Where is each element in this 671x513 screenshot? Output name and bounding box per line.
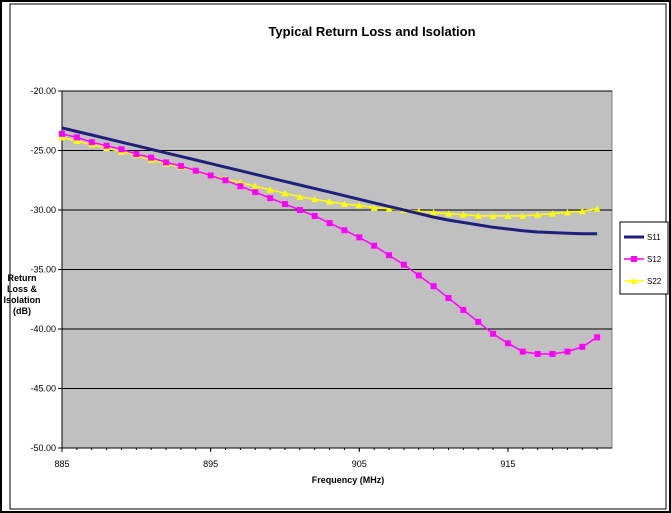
data-point-s12 <box>207 172 214 179</box>
y-tick-label: -35.00 <box>30 265 56 275</box>
data-point-s12 <box>281 201 288 208</box>
data-point-s12 <box>579 343 586 350</box>
legend-entry-s22: S22 <box>624 277 662 286</box>
gridlines <box>62 90 612 389</box>
legend-label: S22 <box>647 277 662 286</box>
data-point-s12 <box>252 189 259 196</box>
y-axis-ticks: -20.00 -25.00 -30.00 -35.00 -40.00 -45.00 -50.… <box>30 86 63 453</box>
data-point-s12 <box>311 212 318 219</box>
series-s11 <box>61 126 598 236</box>
data-point-s22 <box>444 210 452 217</box>
data-point-s12 <box>564 348 571 355</box>
data-point-s22 <box>326 198 334 205</box>
y-tick-label: -40.00 <box>30 324 56 334</box>
data-point-s12 <box>222 177 229 184</box>
series-s12 <box>59 130 601 357</box>
series-layer <box>58 126 601 357</box>
y-axis-title-line-4: (dB) <box>13 306 31 316</box>
series-line-s11 <box>61 126 598 236</box>
legend: S11 S12 S22 <box>619 221 669 295</box>
data-point-s22 <box>549 210 557 217</box>
data-point-s22 <box>296 193 304 200</box>
y-tick-label: -30.00 <box>30 205 56 215</box>
legend-marker <box>631 256 637 262</box>
data-point-s22 <box>355 201 363 209</box>
data-point-s22 <box>578 207 586 215</box>
legend-label: S11 <box>647 233 661 242</box>
data-point-s12 <box>371 242 378 249</box>
data-point-s12 <box>519 348 526 355</box>
data-point-s12 <box>475 318 482 325</box>
legend-box <box>619 221 669 295</box>
data-point-s12 <box>118 146 125 153</box>
data-point-s12 <box>88 139 95 146</box>
data-point-s22 <box>266 186 274 193</box>
data-point-s12 <box>445 295 452 302</box>
data-point-s12 <box>192 167 199 174</box>
data-point-s12 <box>326 220 333 227</box>
data-point-s12 <box>237 183 244 190</box>
data-point-s22 <box>340 200 348 208</box>
data-point-s22 <box>281 189 289 197</box>
data-point-s12 <box>177 162 184 169</box>
x-tick-label: 905 <box>352 459 367 469</box>
y-axis-title-line-1: Return <box>8 273 37 283</box>
data-point-s12 <box>430 283 437 290</box>
x-axis-ticks: 885 895 905 915 <box>54 447 612 469</box>
data-point-s12 <box>400 261 407 268</box>
data-point-s12 <box>490 330 497 337</box>
data-point-s22 <box>489 212 497 219</box>
data-point-s12 <box>267 195 274 202</box>
y-axis-title-line-2: Loss & <box>7 284 38 294</box>
data-point-s12 <box>504 340 511 347</box>
data-point-s22 <box>563 208 571 216</box>
data-point-s22 <box>251 182 259 190</box>
y-tick-label: -50.00 <box>30 443 56 453</box>
data-point-s12 <box>534 350 541 357</box>
data-point-s22 <box>430 208 438 216</box>
data-point-s22 <box>593 205 601 212</box>
x-axis-title: Frequency (MHz) <box>312 475 385 485</box>
y-tick-label: -45.00 <box>30 384 56 394</box>
y-axis-title-line-3: Isolation <box>3 295 40 305</box>
data-point-s12 <box>341 227 348 234</box>
data-point-s22 <box>73 137 81 144</box>
x-tick-label: 915 <box>500 459 515 469</box>
data-point-s12 <box>73 134 80 141</box>
x-tick-label: 895 <box>203 459 218 469</box>
legend-entry-s12: S12 <box>624 255 662 264</box>
data-point-s12 <box>133 151 140 158</box>
x-tick-label: 885 <box>54 459 69 469</box>
legend-entry-s11: S11 <box>624 233 661 242</box>
data-point-s12 <box>460 306 467 313</box>
y-axis-title: Return Loss & Isolation (dB) <box>3 273 40 316</box>
data-point-s22 <box>311 195 319 203</box>
data-point-s12 <box>356 234 363 241</box>
data-point-s22 <box>459 211 467 218</box>
data-point-s12 <box>163 159 170 166</box>
data-point-s12 <box>59 130 65 137</box>
y-tick-label: -20.00 <box>30 86 56 96</box>
data-point-s12 <box>148 154 155 161</box>
data-point-s22 <box>370 204 378 211</box>
data-point-s22 <box>504 212 512 219</box>
data-point-s22 <box>385 205 393 212</box>
data-point-s12 <box>103 142 110 149</box>
data-point-s12 <box>386 252 393 259</box>
legend-marker <box>630 277 638 284</box>
data-point-s12 <box>549 350 556 357</box>
y-tick-label: -25.00 <box>30 146 56 156</box>
legend-label: S12 <box>647 255 662 264</box>
data-point-s12 <box>296 207 303 213</box>
data-point-s22 <box>534 211 542 218</box>
data-point-s12 <box>415 272 422 279</box>
data-point-s22 <box>519 212 527 219</box>
data-point-s22 <box>58 133 66 141</box>
data-point-s12 <box>594 334 601 341</box>
legend-entries: S11 S12 S22 <box>624 233 662 286</box>
data-point-s22 <box>474 212 482 219</box>
chart-title: Typical Return Loss and Isolation <box>268 24 475 39</box>
